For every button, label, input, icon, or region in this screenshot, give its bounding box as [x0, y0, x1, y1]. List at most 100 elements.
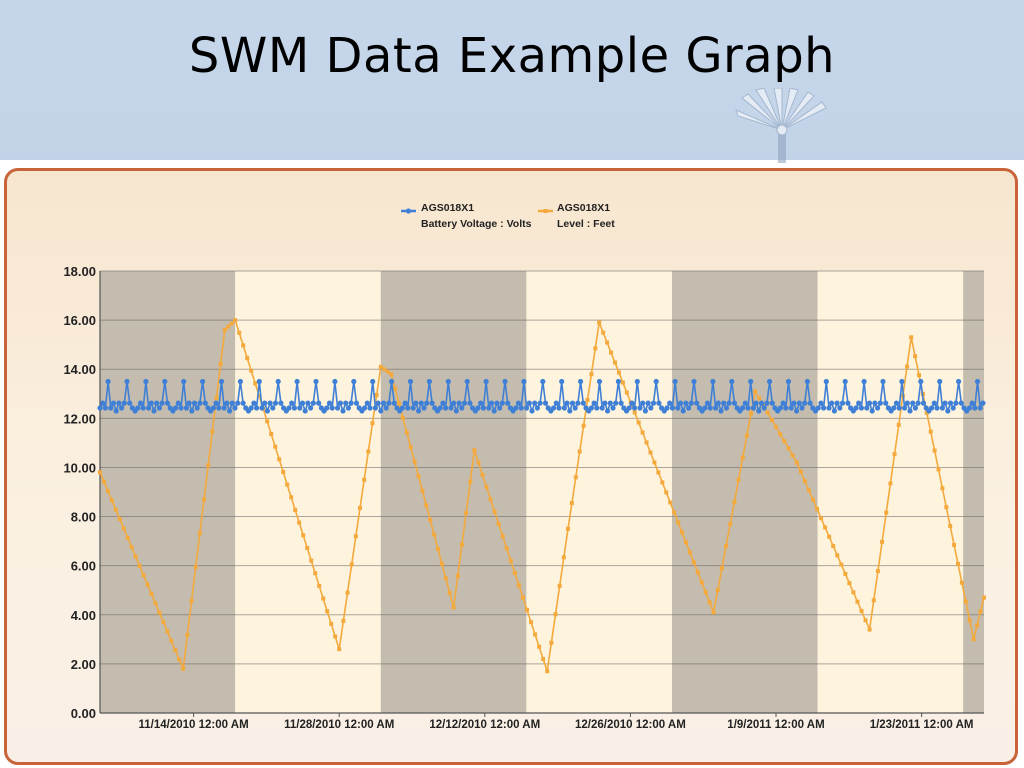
- level-point: [859, 608, 864, 613]
- voltage-point: [475, 405, 481, 411]
- level-point: [333, 634, 338, 639]
- voltage-point: [367, 405, 373, 411]
- level-point: [620, 380, 625, 385]
- series-level: [98, 318, 986, 674]
- level-point: [218, 361, 223, 366]
- level-point: [113, 507, 118, 512]
- voltage-point: [529, 408, 535, 414]
- level-point: [835, 553, 840, 558]
- y-tick-label: 18.00: [63, 264, 96, 279]
- voltage-point: [788, 405, 794, 411]
- voltage-point: [648, 405, 654, 411]
- level-point: [117, 517, 122, 522]
- level-point: [226, 324, 231, 329]
- level-point: [245, 356, 250, 361]
- level-point: [636, 420, 641, 425]
- voltage-point: [421, 405, 427, 411]
- level-point: [374, 393, 379, 398]
- voltage-point: [254, 405, 260, 411]
- voltage-point: [861, 378, 867, 385]
- voltage-point: [599, 405, 605, 411]
- level-point: [928, 429, 933, 434]
- level-point: [660, 480, 665, 485]
- voltage-point: [505, 400, 511, 406]
- voltage-point: [461, 400, 468, 406]
- level-point: [424, 503, 429, 508]
- voltage-point: [224, 400, 230, 406]
- level-point: [464, 511, 469, 516]
- voltage-point: [856, 400, 862, 406]
- band-dark: [380, 271, 527, 713]
- level-point: [305, 545, 310, 550]
- voltage-point: [618, 400, 624, 406]
- voltage-point: [237, 378, 243, 385]
- level-point: [605, 340, 610, 345]
- level-point: [794, 460, 799, 465]
- voltage-point: [383, 405, 389, 411]
- voltage-point: [410, 405, 416, 411]
- voltage-point: [972, 405, 978, 411]
- level-point: [753, 389, 758, 394]
- voltage-point: [858, 405, 865, 411]
- level-point: [749, 411, 754, 416]
- voltage-point: [629, 400, 635, 406]
- level-point: [313, 571, 318, 576]
- voltage-point: [767, 378, 773, 385]
- level-point: [202, 497, 206, 502]
- voltage-point: [580, 400, 586, 406]
- level-point: [185, 632, 190, 637]
- level-point: [913, 354, 918, 359]
- voltage-point: [780, 400, 786, 406]
- level-point: [715, 588, 720, 593]
- voltage-point: [642, 408, 649, 414]
- voltage-point: [200, 378, 206, 385]
- level-point: [806, 488, 811, 493]
- voltage-point: [875, 405, 881, 411]
- level-point: [664, 490, 669, 495]
- level-point: [884, 510, 889, 515]
- level-point: [389, 372, 394, 377]
- voltage-point: [588, 405, 595, 411]
- voltage-point: [974, 378, 981, 385]
- voltage-point: [189, 408, 195, 414]
- voltage-point: [251, 400, 257, 406]
- level-point: [871, 598, 876, 603]
- voltage-point: [904, 400, 910, 406]
- level-point: [165, 629, 170, 634]
- level-point: [153, 601, 158, 606]
- voltage-point: [750, 405, 757, 411]
- voltage-point: [418, 400, 424, 406]
- level-point: [285, 482, 290, 487]
- level-point: [644, 440, 649, 445]
- level-point: [581, 423, 586, 428]
- legend: AGS018X1 Battery Voltage : Volts AGS018X…: [401, 202, 615, 230]
- level-point: [545, 669, 550, 674]
- level-point: [173, 648, 178, 653]
- level-point: [566, 526, 570, 531]
- level-point: [557, 583, 562, 588]
- level-point: [349, 562, 354, 567]
- shaded-bands: [100, 271, 984, 713]
- level-point: [455, 573, 460, 578]
- level-point: [362, 477, 367, 482]
- voltage-point: [686, 405, 692, 411]
- voltage-point: [313, 378, 319, 385]
- voltage-point: [443, 405, 449, 411]
- level-point: [289, 495, 294, 500]
- x-tick-label: 12/26/2010 12:00 AM: [575, 719, 686, 731]
- voltage-point: [221, 405, 227, 411]
- level-point: [416, 474, 421, 479]
- voltage-point: [532, 400, 538, 406]
- level-point: [978, 609, 983, 614]
- voltage-point: [804, 378, 811, 385]
- level-point: [436, 547, 440, 552]
- level-point: [297, 520, 302, 525]
- voltage-point: [831, 408, 838, 414]
- voltage-point: [726, 400, 732, 406]
- voltage-point: [135, 405, 141, 411]
- level-point: [189, 599, 194, 604]
- voltage-point: [769, 400, 775, 406]
- level-point: [181, 666, 186, 671]
- voltage-point: [842, 378, 848, 385]
